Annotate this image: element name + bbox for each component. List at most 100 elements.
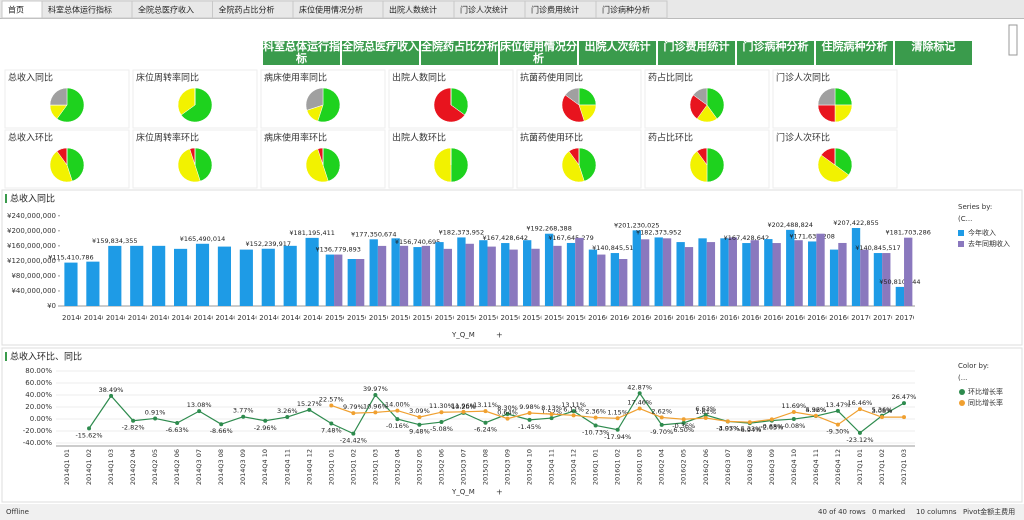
point[interactable]	[175, 420, 180, 425]
point[interactable]	[791, 417, 796, 422]
nav-button-box[interactable]: 科室总体运行指标	[263, 41, 340, 65]
bar[interactable]	[523, 240, 532, 306]
point[interactable]	[439, 410, 444, 415]
axis-selector[interactable]: Y_Q_M	[451, 331, 475, 339]
axis-selector[interactable]: Y_Q_M	[451, 488, 475, 496]
nav-button[interactable]	[579, 41, 656, 65]
pie-slice[interactable]	[49, 87, 68, 106]
pie-slice[interactable]	[305, 148, 329, 183]
bar[interactable]	[742, 243, 751, 306]
bar[interactable]	[413, 247, 422, 306]
point[interactable]	[307, 407, 312, 412]
bar[interactable]	[355, 259, 365, 306]
bar[interactable]	[794, 240, 803, 306]
bar[interactable]	[501, 243, 510, 306]
bar[interactable]	[152, 245, 166, 306]
point[interactable]	[373, 410, 378, 415]
pie-slice[interactable]	[433, 87, 466, 123]
point[interactable]	[109, 393, 114, 398]
point[interactable]	[571, 413, 576, 418]
bar[interactable]	[457, 237, 466, 306]
point[interactable]	[373, 393, 378, 398]
point[interactable]	[505, 412, 510, 417]
nav-button[interactable]	[421, 41, 498, 65]
bar[interactable]	[632, 230, 641, 306]
bar[interactable]	[895, 286, 905, 306]
bar[interactable]	[684, 247, 694, 306]
point[interactable]	[527, 417, 532, 422]
nav-button[interactable]	[737, 41, 814, 65]
nav-button-label[interactable]: 出院人次统计	[584, 41, 651, 53]
point[interactable]	[395, 408, 400, 413]
bar[interactable]	[443, 248, 452, 306]
bar[interactable]	[654, 237, 663, 306]
bar[interactable]	[108, 245, 122, 306]
point[interactable]	[219, 422, 224, 427]
nav-button-label[interactable]: 清除标记	[911, 41, 956, 53]
bar[interactable]	[720, 238, 729, 306]
point[interactable]	[857, 407, 862, 412]
pie-slice[interactable]	[317, 87, 341, 123]
point[interactable]	[153, 416, 158, 421]
point[interactable]	[637, 406, 642, 411]
nav-button-box[interactable]: 全院总医疗收入	[342, 41, 419, 65]
bar[interactable]	[575, 237, 584, 306]
pie-slice[interactable]	[817, 87, 836, 106]
tab[interactable]	[595, 0, 668, 19]
bar[interactable]	[239, 249, 253, 306]
bar[interactable]	[786, 229, 795, 306]
pie-slice[interactable]	[706, 147, 725, 183]
nav-button-label[interactable]: 床位使用情况分析	[500, 41, 577, 65]
point[interactable]	[527, 411, 532, 416]
point[interactable]	[901, 401, 906, 406]
nav-button[interactable]	[342, 41, 419, 65]
bar[interactable]	[283, 245, 297, 306]
pie-slice[interactable]	[56, 87, 85, 123]
point[interactable]	[483, 420, 488, 425]
point[interactable]	[813, 413, 818, 418]
bar[interactable]	[334, 254, 343, 306]
bar[interactable]	[816, 233, 825, 306]
point[interactable]	[131, 418, 136, 423]
bar[interactable]	[325, 254, 335, 306]
point[interactable]	[263, 418, 268, 423]
bar[interactable]	[838, 242, 847, 306]
point[interactable]	[351, 411, 356, 416]
pie-slice[interactable]	[578, 147, 597, 182]
pie-slice[interactable]	[689, 150, 708, 183]
point[interactable]	[329, 421, 334, 426]
bar[interactable]	[217, 246, 231, 306]
pie-slice[interactable]	[433, 147, 452, 183]
bar[interactable]	[728, 237, 737, 306]
point[interactable]	[769, 417, 774, 422]
pie-slice[interactable]	[322, 147, 341, 182]
bar[interactable]	[553, 245, 562, 306]
nav-button-box[interactable]: 门诊费用统计	[658, 41, 735, 65]
point[interactable]	[87, 426, 92, 431]
bar[interactable]	[873, 253, 883, 306]
nav-button[interactable]	[816, 41, 893, 65]
point[interactable]	[285, 415, 290, 420]
nav-button-box[interactable]: 出院人次统计	[579, 41, 656, 65]
bar[interactable]	[904, 237, 913, 306]
point[interactable]	[197, 409, 202, 414]
pie-slice[interactable]	[834, 147, 853, 176]
pie-slice[interactable]	[177, 87, 196, 116]
bar[interactable]	[86, 261, 100, 306]
point[interactable]	[901, 415, 906, 420]
pie-slice[interactable]	[706, 87, 725, 120]
bar[interactable]	[174, 248, 188, 306]
pie-slice[interactable]	[450, 147, 469, 183]
point[interactable]	[703, 413, 708, 418]
point[interactable]	[615, 427, 620, 432]
point[interactable]	[593, 415, 598, 420]
point[interactable]	[615, 416, 620, 421]
bar[interactable]	[860, 249, 869, 306]
nav-button-label[interactable]: 门诊费用统计	[663, 41, 730, 53]
point[interactable]	[549, 416, 554, 421]
legend-select[interactable]: (...	[958, 374, 967, 382]
point[interactable]	[659, 422, 664, 427]
bar[interactable]	[261, 248, 275, 306]
nav-button[interactable]	[658, 41, 735, 65]
nav-button-label[interactable]: 门诊病种分析	[742, 41, 809, 53]
